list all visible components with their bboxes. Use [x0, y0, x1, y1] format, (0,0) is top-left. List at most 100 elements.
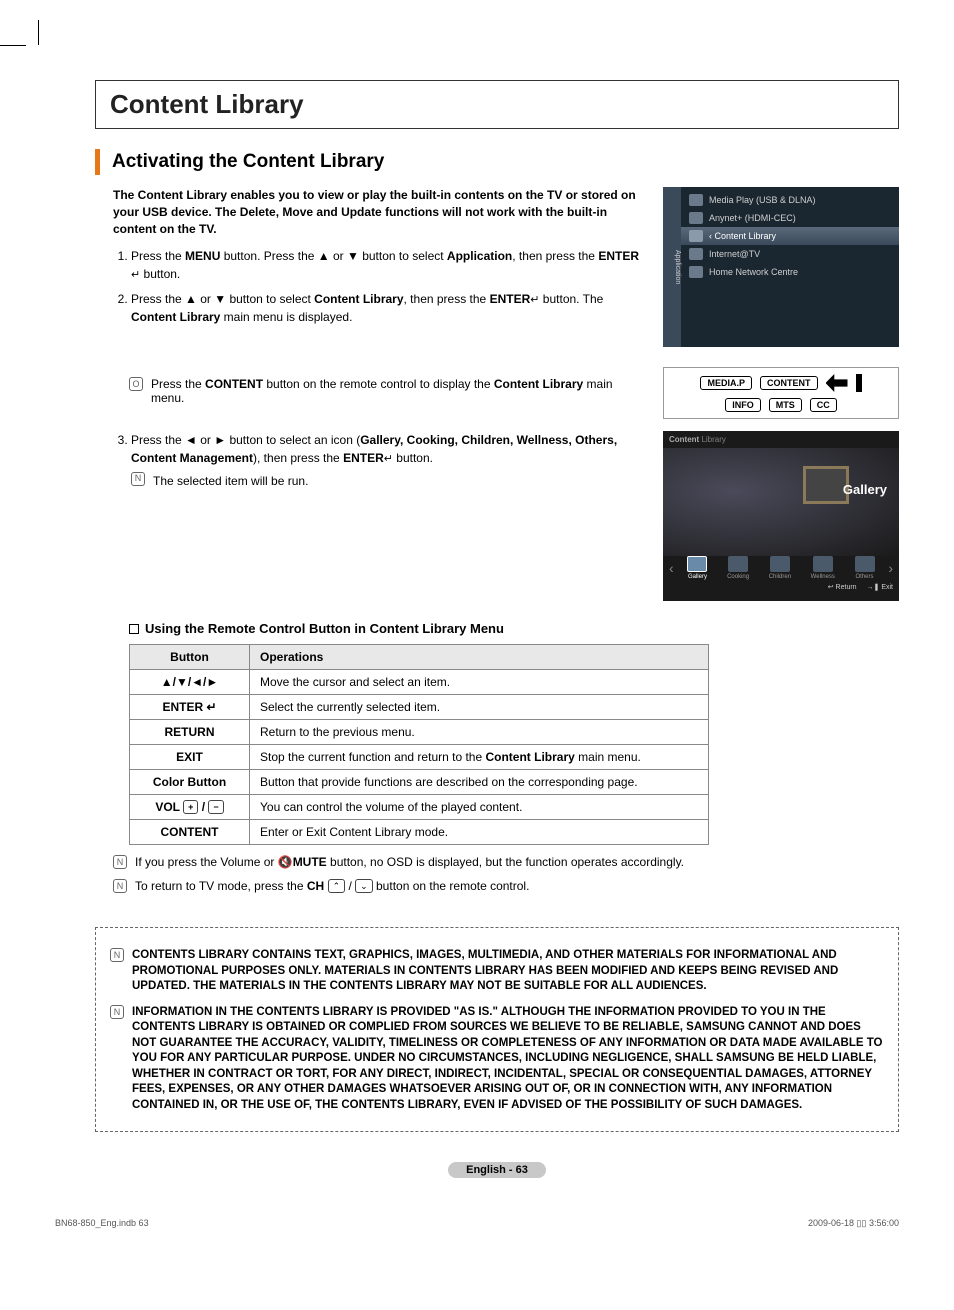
- enter-icon: ↵: [131, 267, 140, 284]
- intro-text: The Content Library enables you to view …: [113, 187, 645, 237]
- button-cell: ENTER ↵: [130, 695, 250, 720]
- osd-item: Anynet+ (HDMI-CEC): [681, 209, 899, 227]
- table-row: RETURNReturn to the previous menu.: [130, 720, 709, 745]
- mute-note: N If you press the Volume or 🔇MUTE butto…: [113, 855, 899, 869]
- operation-cell: Stop the current function and return to …: [250, 745, 709, 770]
- th-operations: Operations: [250, 645, 709, 670]
- section-accent-bar: [95, 149, 100, 175]
- osd-item: ‹ Content Library: [681, 227, 899, 245]
- table-row: EXITStop the current function and return…: [130, 745, 709, 770]
- section-title: Activating the Content Library: [112, 151, 384, 173]
- osd-list: Media Play (USB & DLNA) Anynet+ (HDMI-CEC…: [681, 187, 899, 347]
- operation-cell: Return to the previous menu.: [250, 720, 709, 745]
- osd-item-icon: [689, 230, 703, 242]
- chevron-right-icon: ›: [886, 560, 895, 576]
- info-note-icon: N: [113, 855, 127, 869]
- ch-note: N To return to TV mode, press the CH ⌃ /…: [113, 879, 899, 893]
- osd-item: Media Play (USB & DLNA): [681, 191, 899, 209]
- step-2: Press the ▲ or ▼ button to select Conten…: [131, 290, 645, 327]
- info-note-icon: N: [113, 879, 127, 893]
- ch-up-icon: ⌃: [328, 879, 346, 893]
- gallery-category: Children: [769, 556, 791, 580]
- osd-item-label: Home Network Centre: [709, 267, 798, 277]
- gallery-categories: GalleryCookingChildrenWellnessOthers: [678, 556, 885, 580]
- gallery-category-icon: [770, 556, 790, 572]
- return-label: ↩ Return: [828, 584, 857, 591]
- operation-cell: Select the currently selected item.: [250, 695, 709, 720]
- info-note-icon: N: [131, 472, 145, 486]
- osd-item-icon: [689, 266, 703, 278]
- remote-btn-content: CONTENT: [760, 376, 818, 390]
- page-footer: English - 63: [95, 1162, 899, 1178]
- ch-down-icon: ⌄: [355, 879, 373, 893]
- step-3: Press the ◄ or ► button to select an ico…: [131, 431, 645, 490]
- button-cell: EXIT: [130, 745, 250, 770]
- operation-cell: Move the cursor and select an item.: [250, 670, 709, 695]
- info-note-icon: N: [110, 948, 124, 962]
- document-footer: BN68-850_Eng.indb 63 2009-06-18 ▯▯ 3:56:…: [0, 1218, 954, 1249]
- gallery-category-label: Gallery: [687, 574, 707, 580]
- page-title-box: Content Library: [95, 80, 899, 129]
- disclaimer-2: N INFORMATION IN THE CONTENTS LIBRARY IS…: [110, 1005, 884, 1114]
- osd-sidebar-label: Application: [663, 187, 681, 347]
- square-bullet-icon: [129, 624, 139, 634]
- osd-item-icon: [689, 194, 703, 206]
- table-row: Color ButtonButton that provide function…: [130, 770, 709, 795]
- remote-btn-cc: CC: [810, 398, 837, 412]
- exit-label: →❚ Exit: [867, 584, 893, 591]
- button-cell: RETURN: [130, 720, 250, 745]
- gallery-category-icon: [728, 556, 748, 572]
- gallery-category-icon: [855, 556, 875, 572]
- osd-item-icon: [689, 248, 703, 260]
- table-row: CONTENTEnter or Exit Content Library mod…: [130, 820, 709, 845]
- page-title: Content Library: [110, 89, 884, 120]
- osd-item: Internet@TV: [681, 245, 899, 263]
- gallery-category: Others: [855, 556, 875, 580]
- gallery-category: Wellness: [811, 556, 835, 580]
- table-row: ENTER ↵Select the currently selected ite…: [130, 695, 709, 720]
- content-button-note: O Press the CONTENT button on the remote…: [129, 377, 645, 405]
- disclaimer-box: N CONTENTS LIBRARY CONTAINS TEXT, GRAPHI…: [95, 927, 899, 1132]
- remote-btn-info: INFO: [725, 398, 761, 412]
- page-number-pill: English - 63: [448, 1162, 546, 1178]
- osd-item-label: Media Play (USB & DLNA): [709, 195, 816, 205]
- gallery-category-icon: [687, 556, 707, 572]
- button-cell: Color Button: [130, 770, 250, 795]
- steps-list: Press the MENU button. Press the ▲ or ▼ …: [113, 247, 645, 326]
- gallery-category-icon: [813, 556, 833, 572]
- gallery-category-label: Others: [855, 574, 875, 580]
- osd-menu-screenshot: Application Media Play (USB & DLNA) Anyne…: [663, 187, 899, 347]
- remote-table-section: Using the Remote Control Button in Conte…: [129, 621, 899, 845]
- steps-list-cont: Press the ◄ or ► button to select an ico…: [113, 431, 645, 490]
- step-3-note: N The selected item will be run.: [131, 472, 645, 490]
- gallery-header: Content Library: [663, 431, 899, 448]
- section-heading: Activating the Content Library: [95, 149, 899, 175]
- osd-item-label: ‹ Content Library: [709, 231, 776, 241]
- osd-item-label: Anynet+ (HDMI-CEC): [709, 213, 796, 223]
- table-row: ▲/▼/◄/►Move the cursor and select an ite…: [130, 670, 709, 695]
- th-button: Button: [130, 645, 250, 670]
- table-section-title: Using the Remote Control Button in Conte…: [129, 621, 899, 636]
- button-cell: VOL + / −: [130, 795, 250, 820]
- osd-item: Home Network Centre: [681, 263, 899, 281]
- gallery-screenshot: Content Library Gallery ‹ GalleryCooking…: [663, 431, 899, 601]
- remote-buttons-illustration: MEDIA.P CONTENT INFO MTS CC: [663, 367, 899, 419]
- post-table-notes: N If you press the Volume or 🔇MUTE butto…: [113, 855, 899, 893]
- osd-item-label: Internet@TV: [709, 249, 760, 259]
- operation-cell: Enter or Exit Content Library mode.: [250, 820, 709, 845]
- remote-arrow-icon: [826, 374, 848, 392]
- button-cell: ▲/▼/◄/►: [130, 670, 250, 695]
- doc-filename: BN68-850_Eng.indb 63: [55, 1218, 149, 1229]
- step-1: Press the MENU button. Press the ▲ or ▼ …: [131, 247, 645, 284]
- enter-icon: ↵: [384, 451, 393, 468]
- operation-cell: You can control the volume of the played…: [250, 795, 709, 820]
- osd-item-icon: [689, 212, 703, 224]
- gallery-category: Gallery: [687, 556, 707, 580]
- gallery-footer: ↩ Return →❚ Exit: [663, 580, 899, 594]
- remote-btn-mediap: MEDIA.P: [700, 376, 752, 390]
- button-operations-table: Button Operations ▲/▼/◄/►Move the cursor…: [129, 644, 709, 845]
- operation-cell: Button that provide functions are descri…: [250, 770, 709, 795]
- chevron-left-icon: ‹: [667, 560, 676, 576]
- table-row: VOL + / −You can control the volume of t…: [130, 795, 709, 820]
- remote-btn-mts: MTS: [769, 398, 802, 412]
